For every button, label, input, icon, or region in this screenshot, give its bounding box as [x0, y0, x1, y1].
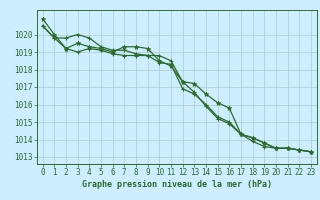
X-axis label: Graphe pression niveau de la mer (hPa): Graphe pression niveau de la mer (hPa): [82, 180, 272, 189]
